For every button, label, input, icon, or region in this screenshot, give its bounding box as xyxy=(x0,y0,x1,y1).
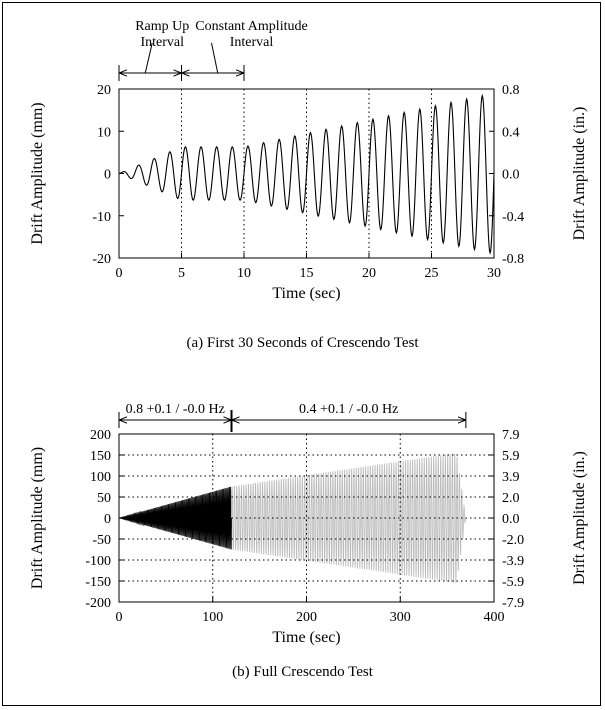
chart-0-xtick-label-5: 25 xyxy=(425,266,439,281)
chart-0-ytick-label-3: 10 xyxy=(97,125,111,140)
chart-a: 0 5 10 15 20 25 30 -20 -10 0 10 20 -0.8 -0.4 0.0 0.4 0.8… xyxy=(29,19,588,302)
chart-1-ytick-label-3: -50 xyxy=(92,533,111,548)
chart-0-annotation-0-leader xyxy=(144,42,153,74)
caption-a: (a) First 30 Seconds of Crescendo Test xyxy=(186,335,419,351)
chart-1-ytick-label-8: 200 xyxy=(90,428,111,443)
chart-0-y2tick-label-1: -0.4 xyxy=(502,210,524,225)
chart-1-y2tick-label-1: -5.9 xyxy=(502,575,524,590)
chart-1-ytick-label-4: 0 xyxy=(104,512,111,527)
chart-0-annotation-1-text-0: Constant Amplitude xyxy=(195,19,307,34)
chart-1-xtick-label-4: 400 xyxy=(484,610,505,625)
chart-0-xtick-label-0: 0 xyxy=(116,266,123,281)
chart-0-annotation-1-text-1: Interval xyxy=(230,35,274,50)
chart-1-ytick-label-0: -200 xyxy=(85,596,111,611)
chart-1-y2tick-label-7: 5.9 xyxy=(502,449,520,464)
chart-0-ytick-label-4: 20 xyxy=(97,83,111,98)
chart-1-y2tick-label-4: 0.0 xyxy=(502,512,520,527)
chart-0-annotation-1-leader xyxy=(211,42,219,74)
chart-0-ytick-label-0: -20 xyxy=(92,252,111,267)
chart-b: 0 100 200 300 400 -200 -150 -100 -50 0 50 100 150 200… xyxy=(29,402,588,646)
chart-1-y2label: Drift Amplitude (in.) xyxy=(571,451,588,585)
chart-1-xtick-label-3: 300 xyxy=(390,610,411,625)
chart-0-y2tick-label-2: 0.0 xyxy=(502,168,520,183)
chart-0-y2label: Drift Amplitude (in.) xyxy=(571,107,588,241)
chart-0-y2tick-label-3: 0.4 xyxy=(502,125,520,140)
chart-1-ytick-label-1: -150 xyxy=(85,575,111,590)
chart-0-xlabel: Time (sec) xyxy=(272,285,340,302)
chart-1-y2tick-label-0: -7.9 xyxy=(502,596,524,611)
chart-1-xtick-label-0: 0 xyxy=(116,610,123,625)
chart-0-xtick-label-6: 30 xyxy=(487,266,501,281)
caption-b: (b) Full Crescendo Test xyxy=(232,664,373,680)
chart-0-xtick-label-3: 15 xyxy=(300,266,314,281)
chart-1-y2tick-label-3: -2.0 xyxy=(502,533,524,548)
chart-1-ytick-label-7: 150 xyxy=(90,449,111,464)
chart-0-y2tick-label-4: 0.8 xyxy=(502,83,520,98)
chart-1-ylabel: Drift Amplitude (mm) xyxy=(29,447,46,589)
chart-1-ytick-label-2: -100 xyxy=(85,554,111,569)
chart-0-xtick-label-1: 5 xyxy=(178,266,185,281)
chart-0-ytick-label-2: 0 xyxy=(104,168,111,183)
chart-0-annotation-0-text-0: Ramp Up xyxy=(135,19,189,34)
chart-1-ytick-label-6: 100 xyxy=(90,470,111,485)
chart-0-y2tick-label-0: -0.8 xyxy=(502,252,524,267)
chart-1-y2tick-label-8: 7.9 xyxy=(502,428,520,443)
chart-1-ytick-label-5: 50 xyxy=(97,491,111,506)
chart-1-annotation-0-text: 0.8 +0.1 / -0.0 Hz xyxy=(126,402,225,417)
chart-0-annotation-0-text-1: Interval xyxy=(140,35,184,50)
chart-0-xtick-label-2: 10 xyxy=(237,266,251,281)
chart-1-y2tick-label-2: -3.9 xyxy=(502,554,524,569)
chart-1-xtick-label-2: 200 xyxy=(296,610,317,625)
chart-1-annotation-1-text: 0.4 +0.1 / -0.0 Hz xyxy=(299,402,398,417)
chart-0-xtick-label-4: 20 xyxy=(362,266,376,281)
chart-1-y2tick-label-6: 3.9 xyxy=(502,470,520,485)
chart-1-xlabel: Time (sec) xyxy=(272,629,340,646)
chart-0-ytick-label-1: -10 xyxy=(92,210,111,225)
chart-0-series-0-line xyxy=(118,93,495,255)
chart-1-y2tick-label-5: 2.0 xyxy=(502,491,520,506)
chart-1-xtick-label-1: 100 xyxy=(202,610,223,625)
chart-0-ylabel: Drift Amplitude (mm) xyxy=(29,102,46,244)
